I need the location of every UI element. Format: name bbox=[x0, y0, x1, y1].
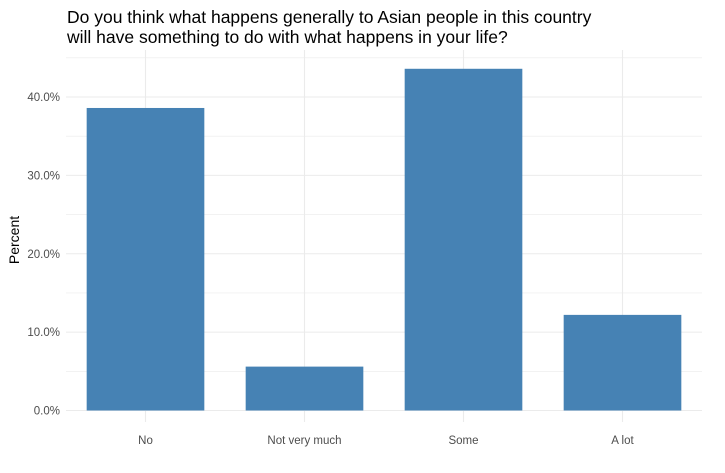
y-axis-title: Percent bbox=[6, 216, 22, 264]
x-tick-label: Not very much bbox=[267, 435, 341, 447]
y-tick-label: 30.0% bbox=[27, 170, 60, 182]
chart-title-line-2: will have something to do with what happ… bbox=[67, 27, 508, 47]
bars bbox=[86, 68, 682, 411]
y-tick-label: 20.0% bbox=[27, 249, 60, 261]
x-axis-tick-labels: No Not very much Some A lot bbox=[138, 435, 634, 447]
bar-some bbox=[404, 68, 523, 411]
bar-a-lot bbox=[563, 314, 682, 411]
y-tick-label: 10.0% bbox=[27, 327, 60, 339]
bar-no bbox=[86, 107, 205, 411]
x-tick-label: No bbox=[138, 435, 153, 447]
x-tick-label: A lot bbox=[611, 435, 634, 447]
y-tick-label: 0.0% bbox=[34, 406, 60, 418]
x-tick-label: Some bbox=[448, 435, 478, 447]
bar-not-very-much bbox=[245, 366, 364, 411]
y-axis-tick-labels: 0.0% 10.0% 20.0% 30.0% 40.0% bbox=[27, 92, 60, 418]
chart-title-line-1: Do you think what happens generally to A… bbox=[67, 7, 592, 27]
y-tick-label: 40.0% bbox=[27, 92, 60, 104]
chart-title: Do you think what happens generally to A… bbox=[67, 7, 717, 47]
